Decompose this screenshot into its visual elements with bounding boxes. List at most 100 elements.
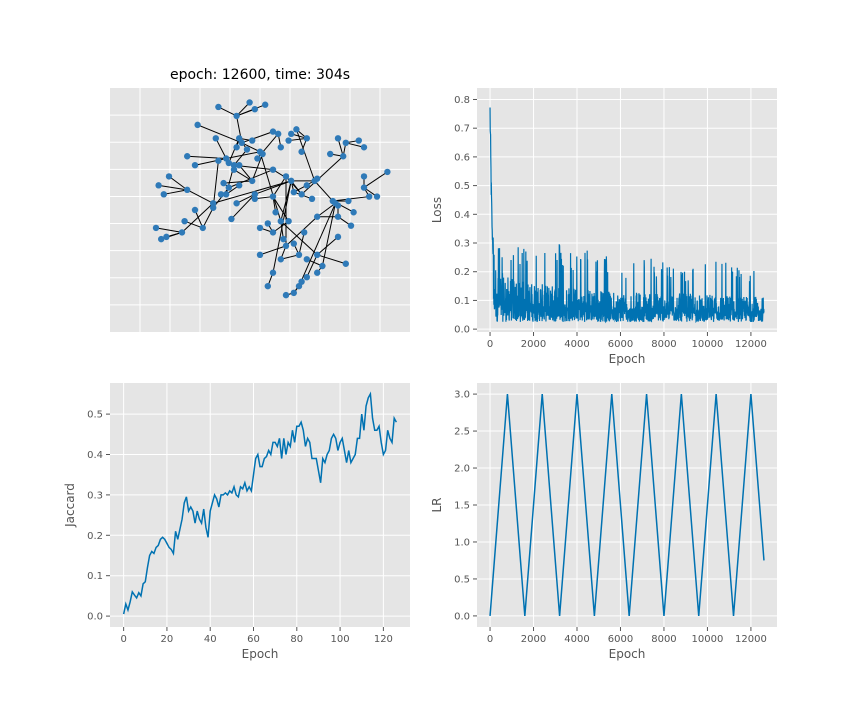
lr-series-line (489, 394, 765, 616)
graph-edge (236, 193, 256, 204)
graph-node (181, 218, 188, 225)
loss-x-axis-label: Epoch (609, 352, 646, 366)
loss-y-tick-label: 0.5 (454, 181, 470, 192)
graph-edge (223, 180, 253, 184)
graph-node (152, 224, 160, 232)
loss-y-tick-label: 0.0 (454, 325, 470, 336)
graph-edge (280, 220, 318, 256)
graph-edge (259, 245, 287, 256)
graph-node (303, 135, 310, 142)
graph-node (277, 218, 284, 225)
graph-edge (184, 220, 203, 229)
graph-node (210, 204, 217, 211)
graph-node (269, 193, 277, 200)
graph-node (303, 182, 310, 189)
graph-title: epoch: 12600, time: 304s (170, 67, 350, 83)
graph-node (290, 289, 297, 297)
graph-node (249, 177, 256, 185)
jaccard-x-tick-label: 20 (161, 634, 174, 645)
graph-node (373, 193, 381, 200)
loss-chart: 0 2000 4000 6000 8000 10000 12000 0.0 0.1 0.2 0.3 0… (430, 88, 777, 366)
graph-edge (233, 149, 248, 166)
graph-node (191, 206, 199, 214)
graph-node (246, 99, 253, 106)
graph-node (236, 182, 243, 189)
loss-x-tick-label: 4000 (564, 339, 589, 350)
jaccard-y-tick-label: 0.3 (87, 490, 103, 501)
graph-node (350, 209, 357, 216)
graph-node (345, 197, 352, 205)
jaccard-y-tick-label: 0.2 (87, 531, 103, 542)
graph-edge (202, 207, 214, 229)
graph-node (230, 166, 238, 173)
loss-y-tick-label: 0.7 (454, 124, 470, 135)
graph-node (314, 251, 321, 258)
graph-edge (316, 202, 336, 218)
graph-node (160, 191, 167, 198)
graph-edge (295, 129, 316, 182)
lr-y-axis-label: LR (430, 497, 444, 512)
graph-node (285, 137, 292, 144)
loss-y-tick-label: 0.6 (454, 152, 470, 163)
graph-node (314, 269, 321, 276)
graph-node (199, 224, 206, 232)
graph-node (228, 215, 235, 223)
lr-chart: 0 2000 4000 6000 8000 10000 12000 0.0 0.5 1.0 1.5 2… (430, 383, 777, 661)
jaccard-x-tick-label: 40 (204, 634, 217, 645)
graph-node (178, 229, 186, 236)
graph-node (298, 278, 305, 285)
graph-node (298, 148, 305, 155)
graph-node (282, 242, 290, 250)
graph-node (347, 222, 355, 229)
loss-y-tick-label: 0.2 (454, 267, 470, 278)
graph-node (251, 191, 258, 198)
graph-edge (321, 203, 336, 267)
graph-node (360, 144, 368, 151)
lr-x-tick-label: 6000 (608, 634, 633, 645)
graph-node (295, 251, 303, 258)
loss-y-tick-label: 0.8 (454, 95, 470, 106)
graph-node (327, 150, 334, 158)
graph-node (236, 135, 243, 142)
graph-edge (163, 189, 188, 195)
graph-node (360, 184, 368, 191)
graph-edge (233, 169, 253, 182)
loss-x-tick-label: 2000 (521, 339, 546, 350)
graph-node (194, 121, 201, 129)
loss-y-tick-label: 0.4 (454, 210, 470, 221)
graph-edge (363, 171, 388, 189)
graph-edge (306, 254, 318, 278)
lr-x-tick-label: 8000 (651, 634, 676, 645)
graph-edge (317, 254, 346, 265)
graph-node (314, 213, 321, 220)
graph-edge (238, 164, 253, 182)
jaccard-y-tick-label: 0.0 (87, 612, 103, 623)
graph-node (269, 229, 277, 236)
graph-node (272, 209, 279, 216)
jaccard-x-tick-label: 120 (374, 634, 393, 645)
graph-edge (236, 104, 266, 117)
graph-node (314, 175, 321, 182)
graph-edge (194, 209, 204, 229)
graph-node (334, 213, 342, 220)
graph-node (264, 282, 271, 290)
graph-edge (228, 138, 240, 164)
graph-node (280, 235, 287, 243)
graph-edge (316, 236, 339, 256)
graph-node (319, 262, 326, 270)
graph-node (163, 233, 170, 241)
jaccard-x-axis-label: Epoch (242, 647, 279, 661)
graph-node (225, 159, 232, 167)
lr-y-tick-label: 0.0 (454, 611, 470, 622)
jaccard-y-tick-label: 0.4 (87, 450, 103, 461)
graph-node (355, 137, 362, 144)
graph-node (277, 144, 284, 151)
lr-y-tick-label: 2.5 (454, 427, 470, 438)
graph-edge (298, 232, 305, 255)
graph-node (210, 200, 217, 207)
graph-node (269, 269, 277, 276)
lr-y-tick-label: 0.5 (454, 574, 470, 585)
graph-node (223, 191, 230, 198)
loss-y-tick-label: 0.1 (454, 296, 470, 307)
